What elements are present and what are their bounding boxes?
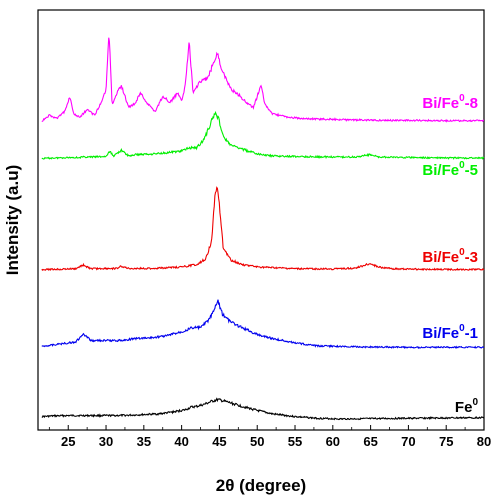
x-tick-label: 65 [363,434,377,449]
x-tick-label: 70 [401,434,415,449]
x-tick-label: 35 [137,434,151,449]
series-label-4: Bi/Fe0-5 [422,160,478,179]
series-line-3 [41,186,485,272]
x-tick-label: 75 [439,434,453,449]
series-line-5 [41,37,485,123]
x-axis-ticks: 25 30 35 40 45 50 55 60 65 70 75 80 [48,425,491,449]
x-tick-label: 60 [326,434,340,449]
series-label-3: Bi/Fe0-3 [422,247,478,266]
x-tick-label: 25 [61,434,75,449]
series-label-1: Fe0 [455,397,479,416]
y-axis-title: Intensity (a.u) [3,165,22,276]
series-labels: Fe0 Bi/Fe0-1 Bi/Fe0-3 Bi/Fe0-5 Bi/Fe0-8 [422,93,478,416]
plot-frame [37,9,485,431]
x-tick-label: 45 [212,434,226,449]
series-label-2: Bi/Fe0-1 [422,323,478,342]
series-line-1 [41,397,485,421]
x-axis-title: 2θ (degree) [216,476,306,495]
series-line-2 [41,299,485,350]
x-tick-label: 40 [174,434,188,449]
x-tick-label: 30 [99,434,113,449]
x-tick-label: 55 [288,434,302,449]
x-tick-label: 80 [477,434,491,449]
x-tick-label: 50 [250,434,264,449]
series-line-4 [41,110,485,160]
series-label-5: Bi/Fe0-8 [422,93,478,112]
series-layer [41,37,485,421]
